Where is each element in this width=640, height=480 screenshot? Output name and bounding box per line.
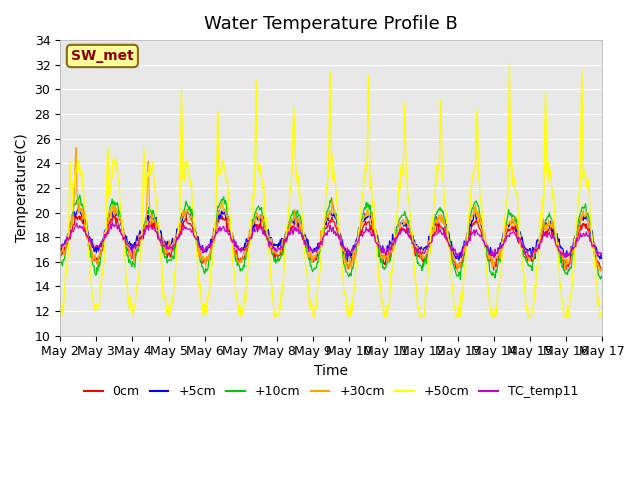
0cm (490, 267, 497, 273)
+50cm (506, 60, 513, 66)
+50cm (177, 144, 184, 149)
TC_temp11 (454, 256, 461, 262)
+30cm (413, 242, 421, 248)
Line: 0cm: 0cm (60, 214, 602, 270)
+50cm (413, 290, 420, 296)
Line: TC_temp11: TC_temp11 (60, 222, 602, 259)
+10cm (413, 261, 421, 266)
+10cm (76, 192, 84, 198)
+50cm (122, 267, 129, 273)
Line: +5cm: +5cm (60, 209, 602, 262)
Line: +50cm: +50cm (60, 63, 602, 317)
+50cm (598, 314, 606, 320)
TC_temp11 (66, 235, 74, 241)
+10cm (123, 248, 131, 254)
TC_temp11 (108, 219, 116, 225)
TC_temp11 (413, 248, 421, 254)
0cm (178, 223, 186, 229)
Text: SW_met: SW_met (71, 49, 134, 63)
+10cm (56, 260, 64, 265)
+5cm (399, 221, 406, 227)
+30cm (66, 226, 74, 231)
+10cm (398, 213, 406, 219)
0cm (413, 248, 421, 253)
+30cm (454, 269, 461, 275)
0cm (123, 246, 131, 252)
+5cm (414, 244, 422, 250)
+30cm (123, 242, 131, 248)
Y-axis label: Temperature(C): Temperature(C) (15, 133, 29, 242)
TC_temp11 (398, 226, 406, 231)
0cm (598, 266, 606, 272)
TC_temp11 (56, 242, 64, 248)
+5cm (344, 259, 351, 264)
0cm (66, 237, 74, 242)
+5cm (178, 220, 186, 226)
+10cm (598, 275, 606, 281)
+50cm (205, 286, 213, 292)
0cm (56, 252, 64, 257)
+30cm (598, 267, 606, 273)
+50cm (66, 158, 74, 164)
TC_temp11 (123, 242, 131, 248)
Line: +10cm: +10cm (60, 195, 602, 279)
+10cm (178, 211, 186, 216)
+30cm (72, 145, 80, 151)
+50cm (56, 314, 64, 320)
+10cm (66, 220, 74, 226)
+50cm (397, 166, 404, 171)
+5cm (123, 233, 131, 239)
X-axis label: Time: Time (314, 364, 348, 378)
+30cm (398, 220, 406, 226)
TC_temp11 (178, 231, 186, 237)
+5cm (56, 243, 64, 249)
+30cm (56, 256, 64, 262)
+30cm (206, 247, 214, 252)
Legend: 0cm, +5cm, +10cm, +30cm, +50cm, TC_temp11: 0cm, +5cm, +10cm, +30cm, +50cm, TC_temp1… (79, 380, 584, 403)
+5cm (66, 228, 74, 234)
Line: +30cm: +30cm (60, 148, 602, 272)
TC_temp11 (206, 244, 214, 250)
+30cm (178, 216, 186, 221)
+5cm (74, 206, 82, 212)
TC_temp11 (598, 251, 606, 256)
+10cm (456, 276, 464, 282)
0cm (206, 252, 214, 258)
0cm (398, 225, 406, 230)
Title: Water Temperature Profile B: Water Temperature Profile B (204, 15, 458, 33)
0cm (110, 211, 118, 217)
+5cm (598, 255, 606, 261)
+10cm (206, 257, 214, 263)
+5cm (206, 241, 214, 247)
